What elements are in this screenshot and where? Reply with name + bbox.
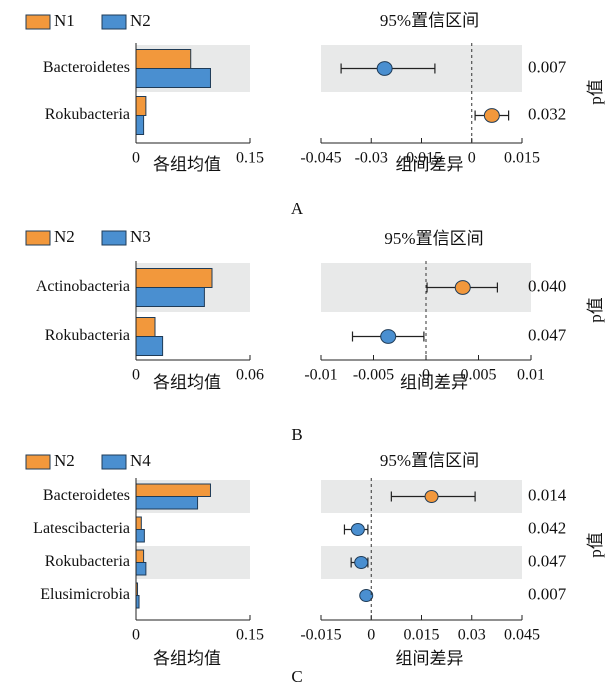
ci-point [359,589,374,602]
row-band [136,546,250,579]
bar [135,317,156,337]
bar-x-axis-label: 各组均值 [153,373,221,392]
category-label: Rokubacteria [45,553,130,570]
category-label: Rokubacteria [45,106,130,123]
bar-x-axis-label: 各组均值 [153,155,221,174]
diff-x-axis-label: 组间差异 [396,155,464,174]
diff-tick-label: 0.01 [517,367,545,384]
bar-tick-label: 0.15 [236,150,264,167]
ci-title: 95%置信区间 [380,11,479,30]
p-value-axis-label: p值 [586,297,605,323]
ci-point [424,490,439,503]
p-value-axis-label: p值 [586,79,605,105]
bar [135,529,145,543]
bar-x-axis-label: 各组均值 [153,649,221,668]
diff-tick-label: 0.015 [404,627,440,644]
p-value: 0.042 [528,518,566,537]
diff-tick-label: -0.03 [355,150,388,167]
diff-tick-label: 0.045 [504,627,540,644]
bar [135,115,145,135]
panel-label: C [291,667,302,686]
diff-tick-label: -0.015 [300,627,341,644]
category-label: Bacteroidetes [43,487,130,504]
bar-tick-label: 0.15 [236,627,264,644]
diff-tick-label: 0.03 [458,627,486,644]
bar [135,68,211,88]
bar [135,562,147,576]
category-label: Elusimicrobia [40,586,130,603]
diff-tick-label: -0.045 [300,150,341,167]
p-value: 0.040 [528,276,566,295]
diff-x-axis-label: 组间差异 [400,373,468,392]
bar-tick-label: 0 [132,150,140,167]
p-value-axis-label: p值 [586,532,605,558]
bar [135,549,145,563]
panel-c: N2 N4 95%置信区间 Bacteroidetes 0.014 Latescibact… [25,451,605,686]
diff-tick-label: -0.01 [304,367,337,384]
panel-b: N2 N3 95%置信区间 Actinobacteria 0.040 Rokubacter… [25,227,605,444]
bar [135,516,142,530]
ci-point [376,61,393,76]
diff-tick-label: 0 [468,150,476,167]
category-label: Latescibacteria [33,520,130,537]
diff-tick-label: -0.005 [353,367,394,384]
ci-point [354,556,369,569]
diff-x-axis-label: 组间差异 [396,649,464,668]
bar [135,496,199,510]
diff-tick-label: 0 [422,367,430,384]
bar [135,96,147,116]
bar [135,268,213,288]
ci-point [454,280,471,295]
panel-label: A [291,199,304,218]
diff-tick-label: 0 [367,627,375,644]
p-value: 0.014 [528,485,567,504]
p-value: 0.007 [528,57,567,76]
legend-swatch [101,14,127,30]
bar [135,336,164,356]
legend-label: N2 [54,227,75,246]
ci-point [483,108,500,123]
bar [135,483,211,497]
p-value: 0.047 [528,325,567,344]
legend-label: N3 [130,227,151,246]
diff-tick-label: 0.005 [461,367,497,384]
legend-swatch [25,14,51,30]
legend-swatch [25,454,51,470]
diff-tick-label: 0.015 [504,150,540,167]
diff-tick-label: -0.015 [401,150,442,167]
ci-point [350,523,365,536]
bar [135,287,205,307]
category-label: Rokubacteria [45,327,130,344]
legend-label: N1 [54,11,75,30]
p-value: 0.047 [528,551,567,570]
bar-tick-label: 0.06 [236,367,264,384]
ci-title: 95%置信区间 [384,229,483,248]
ci-title: 95%置信区间 [380,451,479,470]
category-label: Bacteroidetes [43,59,130,76]
bar-tick-label: 0 [132,627,140,644]
legend-label: N2 [130,11,151,30]
legend-swatch [101,454,127,470]
legend-label: N4 [130,451,151,470]
panel-label: B [291,425,302,444]
p-value: 0.032 [528,104,566,123]
legend-label: N2 [54,451,75,470]
panel-a: N1 N2 95%置信区间 Bacteroidetes 0.007 Rokubacteri… [25,11,605,218]
p-value: 0.007 [528,584,567,603]
ci-point [380,329,397,344]
category-label: Actinobacteria [36,278,130,295]
bar [135,49,192,69]
legend-swatch [25,230,51,246]
legend-swatch [101,230,127,246]
bar-tick-label: 0 [132,367,140,384]
